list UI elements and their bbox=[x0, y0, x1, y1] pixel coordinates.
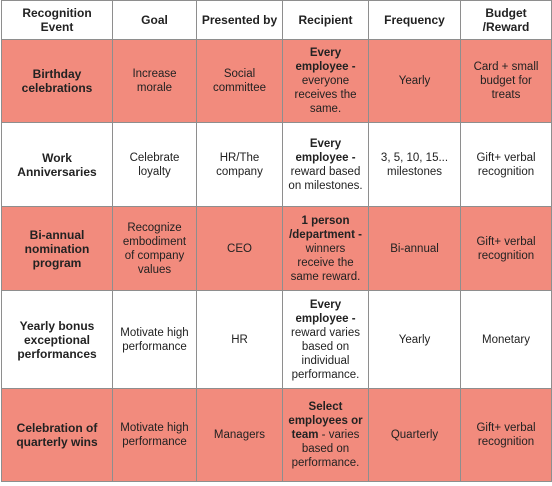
presented-by-cell: HR bbox=[196, 290, 283, 389]
budget-cell: Gift+ verbal recognition bbox=[460, 122, 552, 207]
header-goal: Goal bbox=[112, 0, 197, 40]
event-cell: Celebration of quarterly wins bbox=[1, 388, 113, 482]
recipient-cell: Select employees or team - varies based … bbox=[282, 388, 369, 482]
budget-cell: Gift+ verbal recognition bbox=[460, 206, 552, 291]
presented-by-cell: Managers bbox=[196, 388, 283, 482]
recipient-cell: Every employee - reward varies based on … bbox=[282, 290, 369, 389]
recipient-highlight: 1 person /department - bbox=[289, 214, 362, 241]
header-presented-by: Presented by bbox=[196, 0, 283, 40]
header-row: Recognition Event Goal Presented by Reci… bbox=[1, 0, 552, 40]
presented-by-cell: HR/The company bbox=[196, 122, 283, 207]
table-row: Work Anniversaries Celebrate loyalty HR/… bbox=[1, 122, 552, 207]
budget-cell: Card + small budget for treats bbox=[460, 39, 552, 123]
recipient-cell: Every employee - reward based on milesto… bbox=[282, 122, 369, 207]
recipient-highlight: Every employee - bbox=[295, 298, 356, 325]
budget-cell: Monetary bbox=[460, 290, 552, 389]
presented-by-cell: Social committee bbox=[196, 39, 283, 123]
recipient-detail: winners receive the same reward. bbox=[290, 242, 361, 283]
goal-cell: Increase morale bbox=[112, 39, 197, 123]
goal-cell: Recognize embodiment of company values bbox=[112, 206, 197, 291]
event-cell: Yearly bonus exceptional performances bbox=[1, 290, 113, 389]
table-row: Bi-annual nomination program Recognize e… bbox=[1, 206, 552, 291]
frequency-cell: Bi-annual bbox=[368, 206, 461, 291]
frequency-cell: 3, 5, 10, 15... milestones bbox=[368, 122, 461, 207]
frequency-cell: Yearly bbox=[368, 290, 461, 389]
recipient-detail: everyone receives the same. bbox=[294, 75, 357, 115]
recipient-detail: reward based on milestones. bbox=[288, 165, 363, 192]
recipient-highlight: Every employee - bbox=[295, 137, 356, 164]
header-frequency: Frequency bbox=[368, 0, 461, 40]
header-recipient: Recipient bbox=[282, 0, 369, 40]
budget-cell: Gift+ verbal recognition bbox=[460, 388, 552, 482]
frequency-cell: Quarterly bbox=[368, 388, 461, 482]
recipient-detail: - varies based on performance. bbox=[291, 429, 360, 469]
goal-cell: Motivate high performance bbox=[112, 388, 197, 482]
frequency-cell: Yearly bbox=[368, 39, 461, 123]
event-cell: Bi-annual nomination program bbox=[1, 206, 113, 291]
header-event: Recognition Event bbox=[1, 0, 113, 40]
table-row: Celebration of quarterly wins Motivate h… bbox=[1, 388, 552, 482]
recipient-cell: Every employee - everyone receives the s… bbox=[282, 39, 369, 123]
header-budget: Budget /Reward bbox=[460, 0, 552, 40]
event-cell: Work Anniversaries bbox=[1, 122, 113, 207]
recipient-highlight: Every employee - bbox=[295, 47, 356, 73]
goal-cell: Motivate high performance bbox=[112, 290, 197, 389]
presented-by-cell: CEO bbox=[196, 206, 283, 291]
recipient-detail: reward varies based on individual perfor… bbox=[290, 326, 361, 381]
event-cell: Birthday celebrations bbox=[1, 39, 113, 123]
recipient-cell: 1 person /department - winners receive t… bbox=[282, 206, 369, 291]
table-row: Birthday celebrations Increase morale So… bbox=[1, 39, 552, 123]
goal-cell: Celebrate loyalty bbox=[112, 122, 197, 207]
recipient-highlight: Select employees or team bbox=[288, 401, 363, 441]
table-row: Yearly bonus exceptional performances Mo… bbox=[1, 290, 552, 389]
